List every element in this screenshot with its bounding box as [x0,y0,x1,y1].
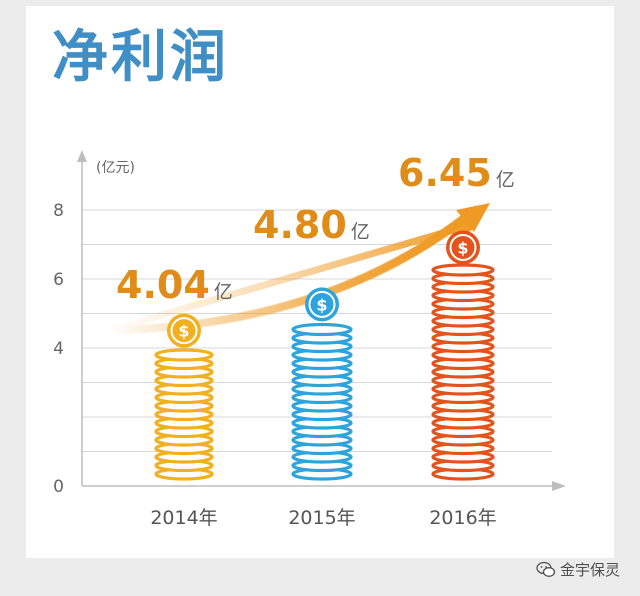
data-label-value: 4.80 [253,203,347,247]
y-tick-label: 8 [53,201,64,221]
y-tick-label: 0 [53,477,64,497]
coin [154,348,214,362]
y-axis-label: (亿元) [96,160,135,176]
coin-stacks: $ $ $ [154,230,495,481]
page-title: 净利润 [52,25,229,90]
y-tick-label: 4 [53,339,64,359]
dollar-sign: $ [178,322,189,341]
watermark-text: 金宇保灵 [559,561,620,579]
x-tick-label: 2015年 [288,507,355,529]
coin-stack-bar: $ [291,287,353,481]
coin-ring [170,317,198,345]
data-label-unit: 亿 [496,169,515,191]
wechat-icon [536,561,556,577]
x-tick-label: 2014年 [150,507,217,529]
watermark: 金宇保灵 [536,559,620,580]
data-label-value: 6.45 [398,151,492,195]
data-label: 6.45 亿 [398,151,515,195]
coin-stack-bar: $ [154,313,214,481]
data-label: 4.80 亿 [253,203,370,247]
data-label-unit: 亿 [351,221,370,243]
trend-arrowhead [456,203,490,232]
coin [291,322,353,337]
coin-stack-bar: $ [431,230,495,481]
data-label-value: 4.04 [116,263,210,307]
coin-ring [308,290,336,318]
x-axis-arrow-icon [552,481,566,491]
y-axis-arrow-icon [77,150,87,162]
axes [77,150,566,491]
dollar-sign: $ [457,238,468,257]
trend-curve [105,209,475,335]
coin [431,263,495,277]
coin-ring [449,233,477,261]
y-tick-label: 6 [53,270,64,290]
x-tick-label: 2016年 [429,507,496,529]
dollar-sign: $ [316,295,327,314]
data-label: 4.04 亿 [116,263,233,307]
data-label-unit: 亿 [214,281,233,303]
